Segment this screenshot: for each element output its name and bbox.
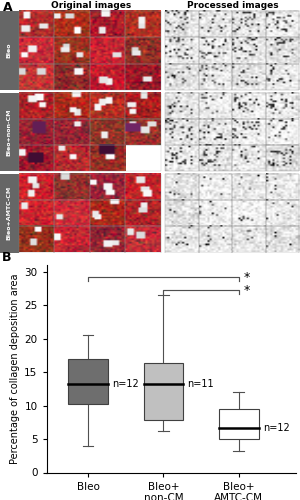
Bar — [232, 12, 266, 38]
Bar — [125, 174, 160, 200]
Bar — [266, 92, 299, 119]
Bar — [266, 145, 299, 171]
Text: A: A — [3, 2, 13, 15]
Bar — [165, 64, 199, 90]
Bar — [165, 119, 199, 145]
Bar — [232, 64, 266, 90]
Bar — [232, 226, 266, 252]
Bar — [125, 119, 160, 145]
Text: Bleo: Bleo — [7, 43, 12, 59]
Bar — [266, 38, 299, 64]
Bar — [19, 226, 54, 252]
Bar — [89, 119, 125, 145]
Bar — [125, 12, 160, 38]
Bar — [266, 12, 299, 38]
Text: Original images: Original images — [51, 2, 132, 11]
Bar — [232, 92, 266, 119]
Bar — [68, 358, 108, 404]
Y-axis label: Percentage of collagen deposition area: Percentage of collagen deposition area — [10, 274, 20, 464]
Bar — [199, 12, 232, 38]
Bar — [19, 200, 54, 226]
Bar — [89, 174, 125, 200]
Bar — [54, 38, 90, 64]
Bar — [232, 174, 266, 200]
Bar — [165, 226, 199, 252]
Text: Bleo+AMTC-CM: Bleo+AMTC-CM — [7, 186, 12, 240]
Bar — [89, 200, 125, 226]
Bar — [199, 92, 232, 119]
Bar — [165, 145, 199, 171]
Bar — [125, 200, 160, 226]
Bar — [266, 174, 299, 200]
Bar — [199, 145, 232, 171]
Bar — [232, 38, 266, 64]
Bar — [0, 92, 19, 171]
Bar — [89, 92, 125, 119]
Bar — [199, 226, 232, 252]
Bar — [232, 200, 266, 226]
Text: B: B — [2, 251, 11, 264]
Bar — [54, 200, 90, 226]
Bar — [199, 119, 232, 145]
Bar — [54, 12, 90, 38]
Bar — [54, 119, 90, 145]
Bar — [199, 64, 232, 90]
Bar — [144, 364, 183, 420]
Bar — [54, 145, 90, 171]
Bar — [232, 119, 266, 145]
Bar — [219, 409, 259, 439]
Bar — [54, 174, 90, 200]
Bar — [19, 145, 54, 171]
Bar — [125, 226, 160, 252]
Bar — [165, 200, 199, 226]
Text: n=12: n=12 — [112, 379, 139, 389]
Bar — [19, 12, 54, 38]
Bar — [199, 174, 232, 200]
Bar — [266, 200, 299, 226]
Bar — [0, 174, 19, 252]
Text: Processed images: Processed images — [187, 2, 278, 11]
Bar — [19, 38, 54, 64]
Text: *: * — [243, 271, 250, 284]
Bar — [89, 226, 125, 252]
Bar — [19, 119, 54, 145]
Bar — [125, 145, 160, 171]
Text: n=11: n=11 — [188, 379, 214, 389]
Text: n=12: n=12 — [263, 424, 290, 434]
Bar — [125, 92, 160, 119]
Bar — [199, 38, 232, 64]
Bar — [199, 200, 232, 226]
Bar — [54, 64, 90, 90]
Text: *: * — [243, 284, 250, 297]
Bar — [54, 226, 90, 252]
Bar — [89, 145, 125, 171]
Bar — [165, 174, 199, 200]
Bar — [165, 92, 199, 119]
Bar — [89, 12, 125, 38]
Bar — [125, 64, 160, 90]
Bar — [19, 64, 54, 90]
Bar — [54, 92, 90, 119]
Bar — [266, 64, 299, 90]
Bar — [19, 92, 54, 119]
Bar — [266, 119, 299, 145]
Bar — [89, 38, 125, 64]
Bar — [19, 174, 54, 200]
Bar — [0, 12, 19, 90]
Bar — [165, 12, 199, 38]
Text: Bleo+non-CM: Bleo+non-CM — [7, 108, 12, 156]
Bar — [232, 145, 266, 171]
Bar — [266, 226, 299, 252]
Bar — [89, 64, 125, 90]
Bar — [125, 38, 160, 64]
Bar — [165, 38, 199, 64]
